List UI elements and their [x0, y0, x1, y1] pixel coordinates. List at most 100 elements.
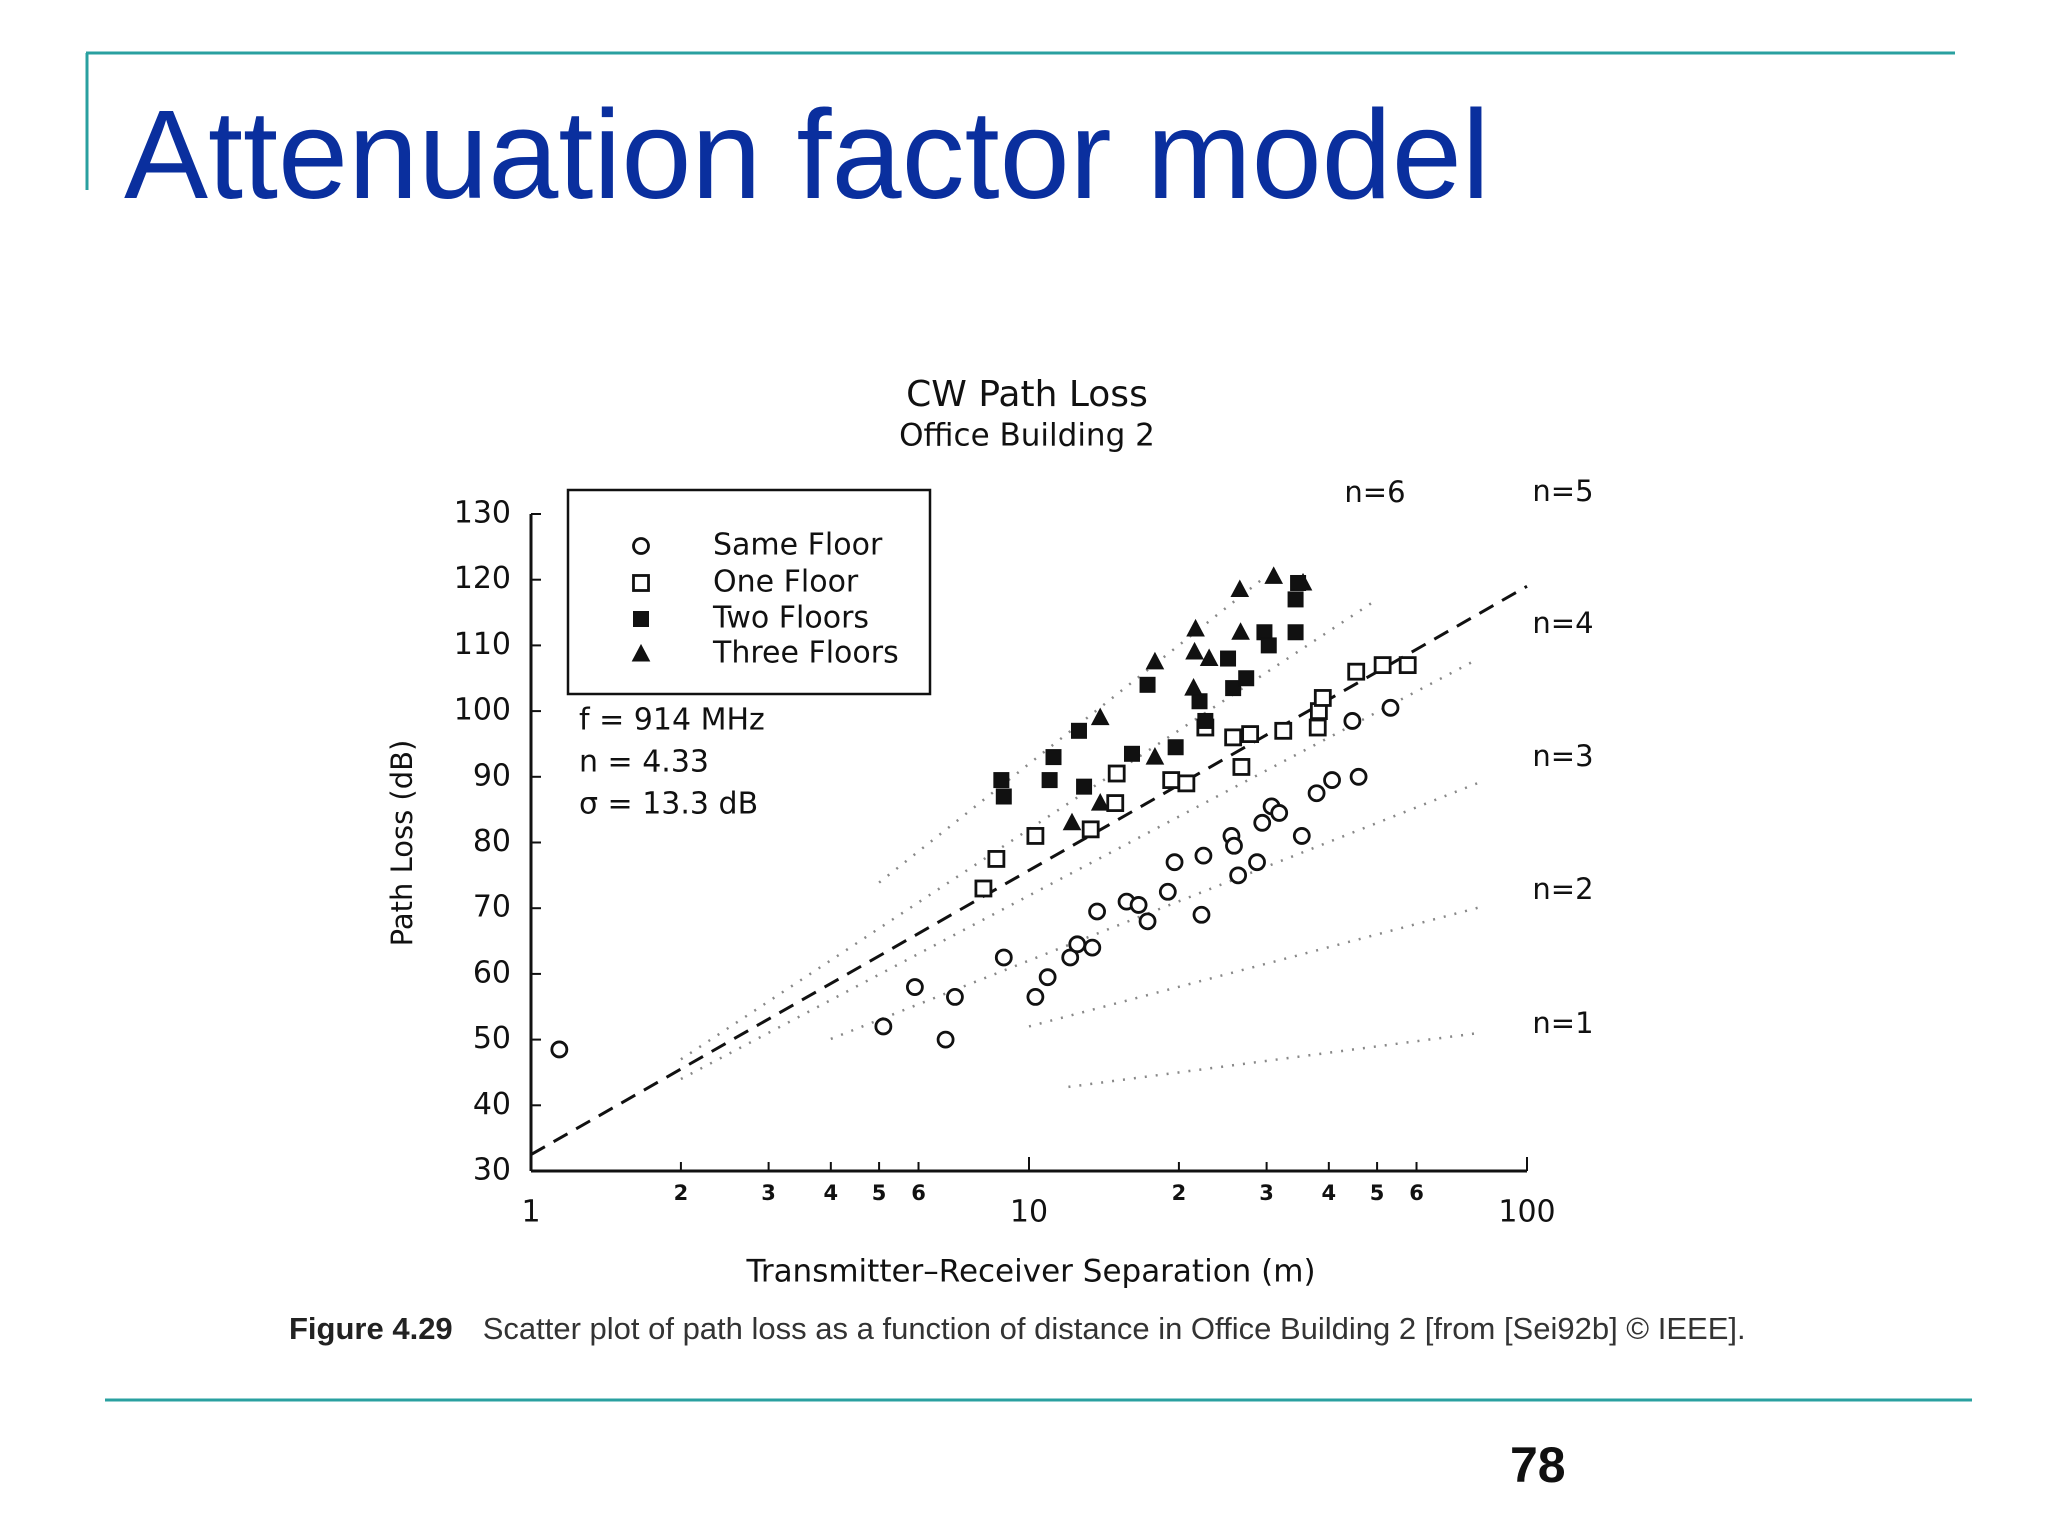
point: [550, 1040, 569, 1059]
point: [1165, 853, 1184, 872]
legend-label: Three Floors: [712, 636, 899, 671]
point: [1138, 912, 1157, 931]
y-tick-label: 80: [473, 824, 511, 859]
point: [1231, 622, 1250, 640]
point: [1145, 651, 1165, 670]
y-tick-label: 110: [454, 627, 511, 662]
legend-marker: [631, 643, 651, 662]
legend-label: Two Floors: [712, 601, 869, 636]
point: [874, 1017, 893, 1036]
point: [1076, 778, 1093, 795]
x-tick-label: 4: [1322, 1181, 1337, 1205]
point: [1199, 648, 1219, 667]
point: [1225, 836, 1243, 855]
x-tick-label: 3: [761, 1181, 776, 1205]
point: [1381, 698, 1400, 717]
point: [1145, 747, 1165, 765]
point: [994, 948, 1013, 967]
point: [1232, 758, 1251, 776]
point: [1026, 987, 1045, 1006]
point: [1264, 566, 1284, 584]
point: [1129, 896, 1148, 914]
point: [1225, 680, 1242, 697]
point: [1194, 846, 1213, 865]
y-tick-label: 50: [473, 1021, 511, 1056]
point: [936, 1030, 955, 1049]
point: [993, 772, 1010, 789]
y-tick-label: 90: [473, 758, 511, 793]
point: [1287, 591, 1304, 608]
y-axis-label: Path Loss (dB): [385, 740, 419, 947]
point: [1123, 745, 1140, 762]
x-tick-label: 5: [1370, 1181, 1385, 1205]
point: [1162, 771, 1181, 789]
point: [1068, 935, 1087, 954]
point: [1177, 774, 1196, 793]
y-tick-label: 70: [473, 890, 511, 925]
y-tick-label: 60: [473, 955, 511, 990]
annotation: n = 4.33: [579, 745, 709, 780]
point: [1293, 572, 1313, 591]
page-number: 78: [1510, 1437, 1566, 1493]
point: [1229, 866, 1248, 885]
point: [1274, 721, 1293, 740]
annotation: σ = 13.3 dB: [579, 787, 758, 822]
y-tick-label: 120: [454, 561, 511, 596]
y-tick-label: 100: [454, 693, 511, 728]
legend-marker: [633, 611, 649, 627]
legend-box: [566, 488, 932, 696]
reference-line-label: n=3: [1532, 739, 1593, 773]
point: [1191, 693, 1208, 710]
reference-line-label: n=5: [1532, 474, 1593, 508]
caption-label: Figure 4.29: [289, 1311, 453, 1346]
point: [1313, 689, 1332, 707]
point: [1185, 641, 1204, 660]
point: [1253, 813, 1272, 832]
point: [1270, 804, 1289, 822]
caption-text: Scatter plot of path loss as a function …: [482, 1311, 1746, 1346]
slide-title: Attenuation factor model: [124, 84, 1490, 225]
x-tick-label: 2: [674, 1181, 689, 1205]
point: [1224, 728, 1243, 747]
x-tick-label: 6: [911, 1181, 926, 1205]
point: [1062, 812, 1082, 831]
point: [1238, 670, 1255, 687]
point: [1343, 712, 1362, 730]
point: [1081, 820, 1100, 839]
chart-title: CW Path Loss: [906, 374, 1148, 415]
point: [1139, 676, 1156, 693]
point: [1323, 771, 1341, 789]
reference-line-label: n=6: [1344, 475, 1405, 509]
x-tick-label: 2: [1172, 1181, 1187, 1205]
reference-line-label: n=4: [1532, 606, 1593, 640]
point: [1070, 722, 1087, 739]
chart-subtitle: Office Building 2: [899, 418, 1155, 454]
legend-label: One Floor: [713, 565, 859, 600]
point: [974, 879, 993, 898]
annotation: f = 914 MHz: [579, 703, 765, 738]
x-tick-label: 10: [1010, 1195, 1048, 1230]
legend-marker: [632, 574, 650, 592]
point: [1038, 968, 1057, 987]
y-tick-label: 30: [473, 1153, 511, 1188]
legend-marker: [632, 537, 650, 555]
legend-label: Same Floor: [713, 528, 883, 563]
reference-line-label: n=1: [1532, 1006, 1593, 1040]
point: [1186, 618, 1205, 637]
point: [1373, 656, 1392, 675]
point: [1308, 718, 1327, 737]
point: [1192, 905, 1211, 924]
point: [1197, 712, 1214, 729]
point: [1088, 902, 1106, 921]
point: [1045, 749, 1062, 766]
x-tick-label: 3: [1259, 1181, 1274, 1205]
point: [1041, 772, 1058, 789]
point: [1158, 882, 1177, 901]
point: [946, 987, 964, 1006]
point: [1230, 579, 1250, 598]
point: [1083, 938, 1102, 957]
reference-line: [1068, 1031, 1479, 1089]
point: [1061, 948, 1080, 967]
point: [1260, 637, 1277, 654]
